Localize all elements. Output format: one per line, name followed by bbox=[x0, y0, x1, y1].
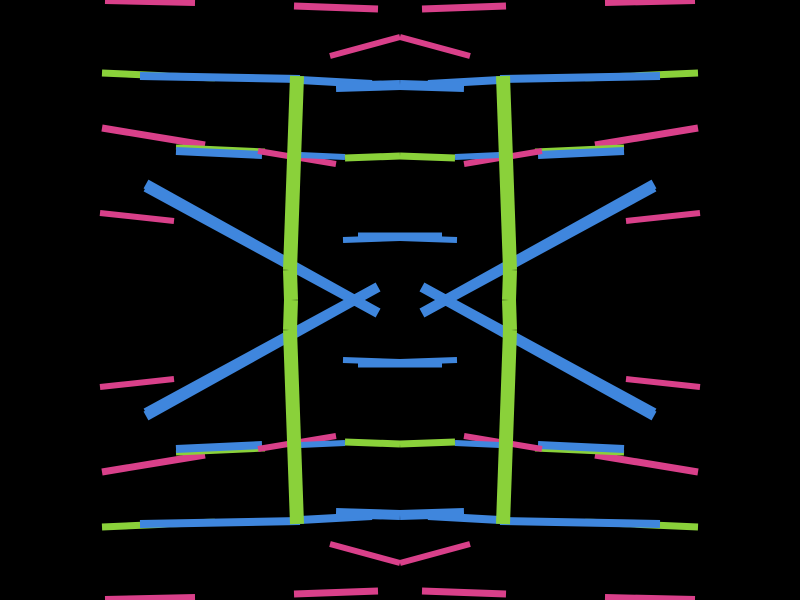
green-line-segment bbox=[399, 438, 456, 448]
pink-line-segment bbox=[329, 541, 401, 566]
green-line-segment bbox=[534, 446, 625, 456]
pink-line-segment bbox=[293, 2, 379, 13]
blue-line-segment bbox=[175, 441, 263, 453]
green-line-segment bbox=[496, 329, 517, 525]
blue-line-segment bbox=[139, 517, 301, 528]
pink-line-segment bbox=[329, 34, 401, 59]
pink-line-segment bbox=[101, 451, 206, 476]
blue-line-segment bbox=[399, 508, 465, 520]
blue-line-segment bbox=[299, 152, 346, 160]
pink-line-segment bbox=[421, 2, 507, 13]
pink-line-segment bbox=[604, 0, 696, 6]
pink-line-segment bbox=[625, 210, 701, 224]
blue-line-segment bbox=[175, 147, 263, 159]
pink-line-segment bbox=[104, 594, 196, 600]
green-line-segment bbox=[534, 144, 625, 154]
green-line-segment bbox=[283, 299, 298, 331]
green-line-segment bbox=[502, 269, 517, 301]
blue-line-segment bbox=[419, 182, 657, 318]
blue-line-segment bbox=[499, 517, 661, 528]
pink-line-segment bbox=[604, 594, 696, 600]
green-line-segment bbox=[496, 75, 517, 271]
blue-line-segment bbox=[537, 147, 625, 159]
blue-line-segment bbox=[335, 508, 401, 520]
blue-line-segment bbox=[335, 80, 401, 92]
pink-line-segment bbox=[421, 587, 507, 598]
green-line-segment bbox=[399, 152, 456, 162]
blue-line-segment bbox=[139, 72, 301, 83]
pink-line-segment bbox=[625, 376, 701, 390]
blue-line-segment bbox=[499, 72, 661, 83]
green-line-segment bbox=[283, 329, 304, 525]
pink-line-segment bbox=[99, 210, 175, 224]
blue-line-segment bbox=[537, 441, 625, 453]
blue-line-segment bbox=[454, 152, 501, 160]
blue-line-segment bbox=[143, 282, 381, 418]
pink-line-segment bbox=[101, 124, 206, 149]
pink-line-segment bbox=[104, 0, 196, 6]
pink-line-segment bbox=[99, 376, 175, 390]
blue-line-segment bbox=[299, 440, 346, 448]
green-line-segment bbox=[283, 75, 304, 271]
green-line-segment bbox=[283, 269, 298, 301]
pink-line-segment bbox=[293, 587, 379, 598]
pink-line-segment bbox=[594, 124, 699, 149]
green-line-segment bbox=[344, 438, 401, 448]
blue-line-segment bbox=[419, 282, 657, 418]
pink-line-segment bbox=[399, 34, 471, 59]
green-line-segment bbox=[175, 144, 266, 154]
blue-line-segment bbox=[143, 182, 381, 318]
pink-line-segment bbox=[399, 541, 471, 566]
blue-line-segment bbox=[399, 80, 465, 92]
pink-line-segment bbox=[594, 451, 699, 476]
green-line-segment bbox=[175, 446, 266, 456]
green-line-segment bbox=[502, 299, 517, 331]
blue-line-segment bbox=[454, 440, 501, 448]
green-line-segment bbox=[344, 152, 401, 162]
